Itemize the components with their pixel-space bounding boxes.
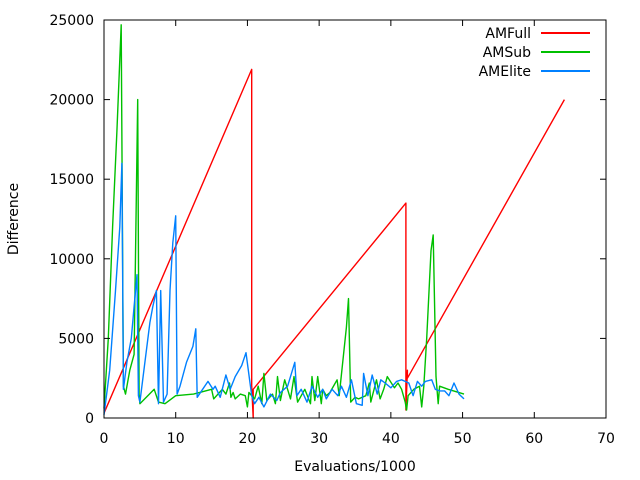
legend-label-amsub: AMSub xyxy=(483,45,531,61)
series-line-amfull xyxy=(103,68,566,419)
x-tick-label: 0 xyxy=(100,431,109,447)
y-tick-label: 20000 xyxy=(49,93,94,109)
x-tick-label: 50 xyxy=(454,431,472,447)
y-axis-label: Difference xyxy=(6,183,22,255)
x-tick-label: 40 xyxy=(382,431,400,447)
legend-label-amfull: AMFull xyxy=(485,26,531,42)
x-tick-label: 70 xyxy=(597,431,615,447)
x-tick-label: 60 xyxy=(525,431,543,447)
y-tick-label: 10000 xyxy=(49,252,94,268)
series-line-amelite xyxy=(103,162,465,415)
x-tick-label: 10 xyxy=(167,431,185,447)
x-tick-label: 20 xyxy=(239,431,257,447)
ticks-layer: 0 10 20 30 40 50 60 70 0 5000 10000 15000 20000 25000 xyxy=(49,13,614,447)
y-tick-label: 25000 xyxy=(49,13,94,29)
plot-frame xyxy=(103,19,607,419)
x-tick-label: 30 xyxy=(310,431,328,447)
series-layer xyxy=(103,24,566,419)
legend-label-amelite: AMElite xyxy=(479,64,531,80)
y-tick-label: 5000 xyxy=(58,331,94,347)
x-axis-label: Evaluations/1000 xyxy=(294,459,416,475)
y-tick-label: 15000 xyxy=(49,172,94,188)
legend: AMFull AMSub AMElite xyxy=(479,26,590,80)
y-tick-label: 0 xyxy=(85,411,94,427)
series-line-amsub xyxy=(103,24,465,411)
